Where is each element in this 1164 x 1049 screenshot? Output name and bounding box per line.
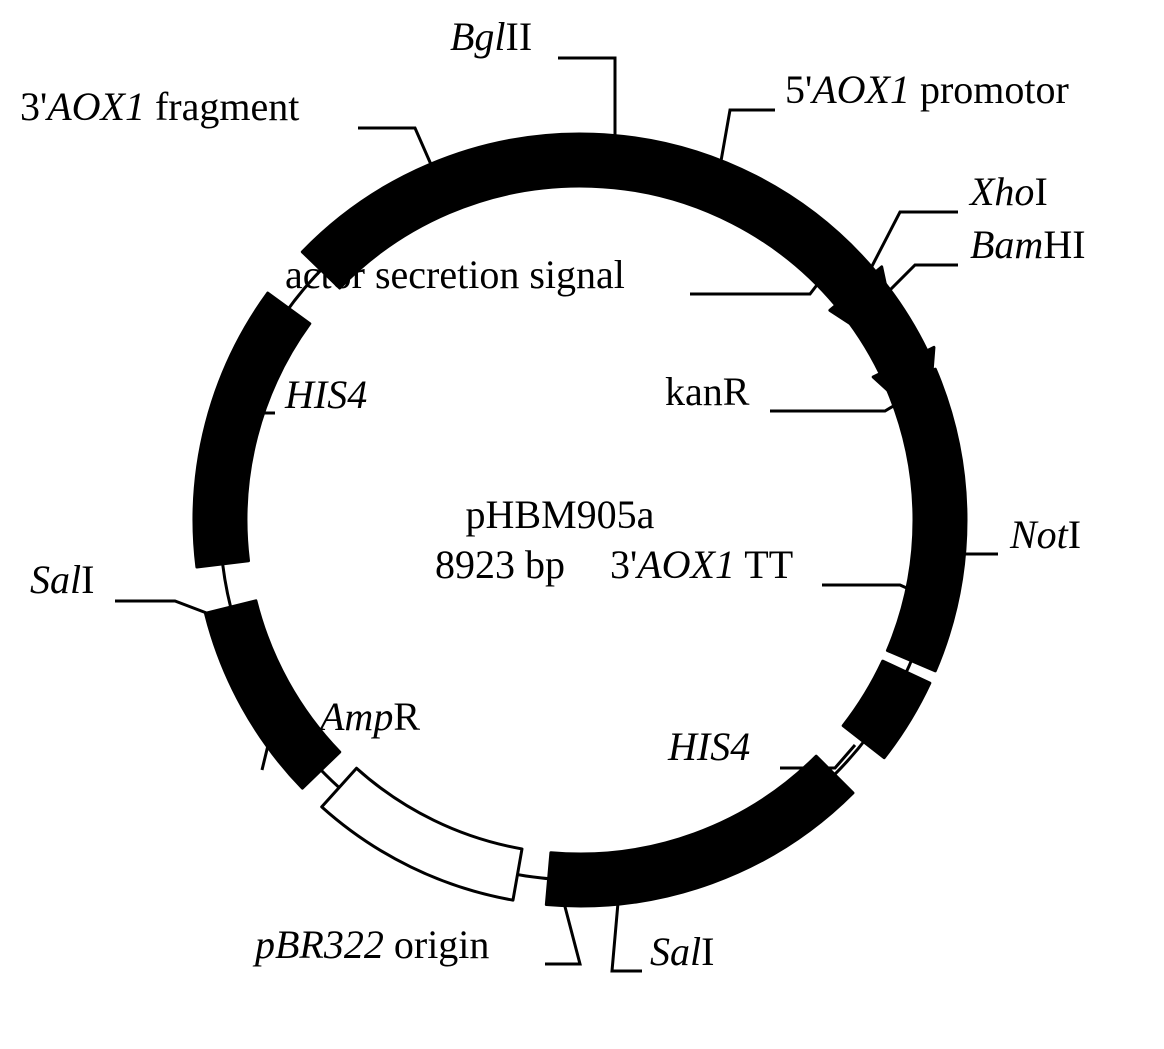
feature-pbr322-origin: [322, 768, 522, 900]
lbl-aox1-frag: 3'AOX1 fragment: [20, 84, 299, 129]
lbl-notI: NotI: [1009, 512, 1081, 557]
feature-kanR: [887, 369, 966, 671]
lbl-his4-left: HIS4: [284, 372, 367, 417]
feature-his4-left: [194, 293, 310, 567]
lbl-bamHI: BamHI: [970, 222, 1086, 267]
plasmid-name: pHBM905a: [466, 492, 655, 537]
feature-his4-lower: [546, 756, 853, 906]
plasmid-map: pHBM905a 8923 bp BglII 3'AOX1 fragment 5'AOX…: [0, 0, 1164, 1049]
plasmid-size: 8923 bp: [435, 542, 565, 587]
lbl-salI-left: SalI: [30, 557, 94, 602]
lbl-kanR: kanR: [665, 369, 750, 414]
lbl-actor: actor secretion signal: [285, 252, 625, 297]
lbl-pbr322: pBR322 origin: [252, 922, 489, 967]
lbl-his4-lower: HIS4: [667, 724, 750, 769]
lbl-5aox1: 5'AOX1 promotor: [785, 67, 1069, 112]
lbl-bamHI-leader: [885, 265, 958, 295]
lbl-xhoI: XhoI: [968, 169, 1048, 214]
lbl-xhoI-leader: [870, 212, 958, 270]
lbl-aox1-tt: 3'AOX1 TT: [610, 542, 793, 587]
lbl-salI-bottom: SalI: [650, 929, 714, 974]
lbl-ampR: AmpR: [317, 694, 420, 739]
lbl-bglII: BglII: [450, 14, 532, 59]
feature-aox1-tt: [843, 661, 930, 757]
feature-aox1-promoter: [302, 134, 900, 357]
